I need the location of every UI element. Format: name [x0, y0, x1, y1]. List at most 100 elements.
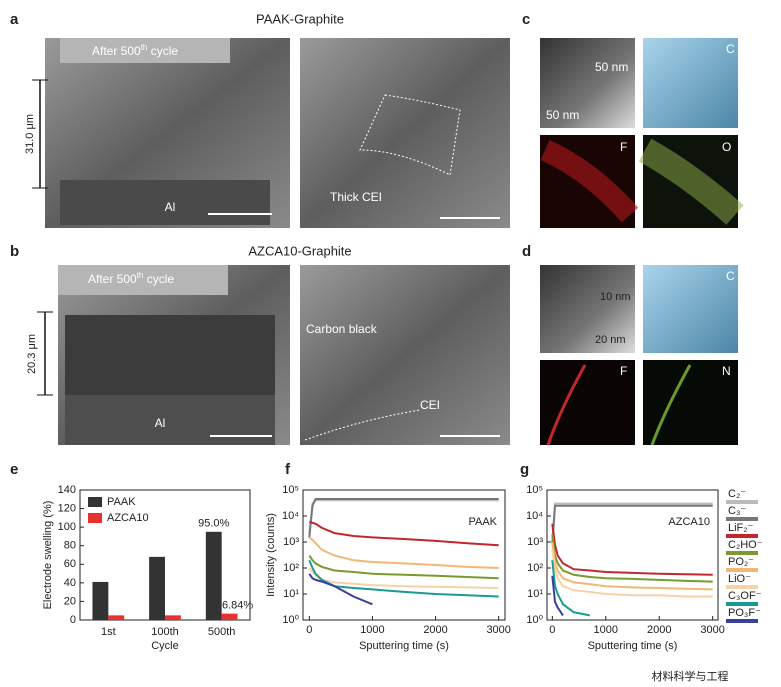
- panel-title: PAAK-Graphite: [256, 11, 344, 26]
- tem-image: [540, 38, 635, 128]
- map-element: O: [722, 140, 731, 154]
- thickness-label: 20.3 μm: [26, 334, 38, 374]
- series-line: [551, 541, 713, 591]
- x-axis-label: Sputtering time (s): [359, 640, 449, 652]
- thickness-label: 31.0 μm: [24, 114, 36, 154]
- map-image: [643, 38, 738, 128]
- map-element: F: [620, 140, 627, 154]
- series-line: [551, 523, 713, 576]
- y-tick-label: 10¹: [283, 588, 299, 600]
- panel-label: g: [520, 461, 529, 478]
- y-tick-label: 10²: [527, 562, 543, 574]
- carbon-label: Carbon black: [306, 322, 378, 336]
- substrate-label: Al: [155, 416, 166, 430]
- series-line: [308, 536, 499, 569]
- legend-label: AZCA10: [107, 512, 149, 524]
- bar: [149, 556, 165, 620]
- sem-image: [300, 38, 510, 228]
- map-signal: [638, 138, 744, 225]
- legend-label: C₃OF⁻: [728, 590, 762, 602]
- x-tick-label: 500th: [208, 626, 236, 638]
- bar: [165, 615, 181, 620]
- legend-label: C₂⁻: [728, 488, 746, 500]
- y-tick-label: 10³: [283, 536, 299, 548]
- bar: [205, 531, 222, 620]
- y-tick-label: 140: [58, 484, 76, 496]
- panel-label: a: [10, 11, 19, 28]
- series-line: [308, 555, 499, 580]
- series-line: [551, 560, 590, 617]
- legend-label: PO₂⁻: [728, 556, 754, 568]
- map-signal: [540, 139, 639, 223]
- x-axis-label: Sputtering time (s): [588, 640, 678, 652]
- scale-label: 20 nm: [595, 334, 626, 346]
- x-tick-label: 0: [549, 624, 555, 636]
- x-tick-label: 1000: [360, 624, 384, 636]
- value-label: 95.0%: [198, 518, 229, 530]
- panel-label: c: [522, 11, 530, 28]
- tem-image: [540, 265, 635, 353]
- series-line: [551, 504, 713, 545]
- cycle-note: After 500th cycle: [92, 43, 178, 58]
- map-element: N: [722, 364, 731, 378]
- panel-label: b: [10, 243, 19, 260]
- y-tick-label: 10⁰: [526, 614, 543, 626]
- y-tick-label: 10⁴: [526, 510, 543, 522]
- bar: [221, 613, 238, 620]
- series-line: [308, 567, 499, 589]
- sem-layer: [65, 315, 275, 395]
- substrate-label: Al: [165, 200, 176, 214]
- y-tick-label: 80: [64, 540, 76, 552]
- cei-label: CEI: [420, 398, 440, 412]
- map-element: F: [620, 364, 627, 378]
- map-signal: [546, 364, 587, 446]
- y-axis-label: Electrode swelling (%): [42, 501, 54, 610]
- series-line: [551, 502, 713, 543]
- x-tick-label: 3000: [700, 624, 724, 636]
- sem-image: [300, 265, 510, 445]
- y-tick-label: 10⁰: [282, 614, 299, 626]
- cei-outline: [359, 94, 461, 176]
- series-line: [308, 559, 499, 598]
- cei-label: Thick CEI: [330, 190, 382, 204]
- panel-title: AZCA10-Graphite: [248, 243, 351, 258]
- legend-label: C₂HO⁻: [728, 539, 763, 551]
- y-tick-label: 60: [64, 558, 76, 570]
- y-tick-label: 20: [64, 595, 76, 607]
- plot-frame: [302, 489, 506, 621]
- y-tick-label: 40: [64, 577, 76, 589]
- map-image: [643, 265, 738, 353]
- legend-swatch: [88, 513, 102, 523]
- series-line: [551, 549, 713, 598]
- x-tick-label: 1000: [594, 624, 618, 636]
- annotation: PAAK: [468, 516, 497, 528]
- x-tick-label: 100th: [151, 626, 179, 638]
- series-line: [551, 575, 564, 616]
- y-tick-label: 120: [58, 502, 76, 514]
- layer-scale: 50 nm: [595, 60, 628, 74]
- legend-label: C₃⁻: [728, 505, 746, 517]
- annotation: AZCA10: [668, 516, 710, 528]
- y-tick-label: 0: [70, 614, 76, 626]
- plot-frame: [546, 489, 719, 621]
- panel-label: f: [285, 461, 291, 478]
- value-label: 6.84%: [222, 600, 253, 612]
- sem-substrate: [65, 395, 275, 445]
- panel-label: d: [522, 243, 531, 260]
- legend-label: PAAK: [107, 496, 136, 508]
- x-axis-label: Cycle: [151, 640, 179, 652]
- y-tick-label: 100: [58, 521, 76, 533]
- y-tick-label: 10⁴: [282, 510, 299, 522]
- x-tick-label: 1st: [101, 626, 116, 638]
- series-line: [309, 520, 499, 547]
- legend-swatch: [88, 497, 102, 507]
- y-tick-label: 10²: [283, 562, 299, 574]
- panel-label: e: [10, 461, 18, 478]
- y-tick-label: 10¹: [527, 588, 543, 600]
- y-tick-label: 10⁵: [282, 484, 299, 496]
- x-tick-label: 2000: [647, 624, 671, 636]
- x-tick-label: 2000: [423, 624, 447, 636]
- scale-label: 50 nm: [546, 108, 579, 122]
- series-line: [551, 534, 713, 583]
